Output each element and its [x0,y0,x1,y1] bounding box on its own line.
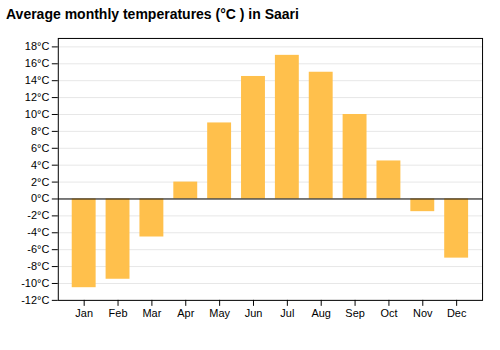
svg-text:Aug: Aug [311,307,330,319]
svg-text:-8°C: -8°C [27,260,49,272]
svg-text:-6°C: -6°C [27,243,49,255]
svg-text:8°C: 8°C [31,125,49,137]
svg-text:May: May [209,307,230,319]
svg-text:Nov: Nov [413,307,433,319]
svg-text:Sep: Sep [345,307,364,319]
svg-text:18°C: 18°C [25,40,50,52]
svg-text:Dec: Dec [447,307,467,319]
svg-text:10°C: 10°C [25,108,50,120]
svg-text:-2°C: -2°C [27,209,49,221]
svg-text:Jun: Jun [245,307,263,319]
svg-text:Feb: Feb [109,307,128,319]
svg-text:-12°C: -12°C [21,294,49,306]
svg-text:4°C: 4°C [31,159,49,171]
svg-text:2°C: 2°C [31,176,49,188]
svg-text:Oct: Oct [380,307,397,319]
svg-text:16°C: 16°C [25,57,50,69]
svg-text:Jan: Jan [75,307,93,319]
svg-text:Apr: Apr [177,307,194,319]
svg-text:6°C: 6°C [31,142,49,154]
svg-text:0°C: 0°C [31,192,49,204]
svg-text:-10°C: -10°C [21,277,49,289]
html-text:Average monthly temperatures (: Average monthly temperatures (°C ) in Sa… [6,6,299,22]
svg-text:-4°C: -4°C [27,226,49,238]
svg-text:Jul: Jul [280,307,294,319]
svg-text:12°C: 12°C [25,91,50,103]
svg-text:14°C: 14°C [25,74,50,86]
svg-text:Mar: Mar [142,307,161,319]
